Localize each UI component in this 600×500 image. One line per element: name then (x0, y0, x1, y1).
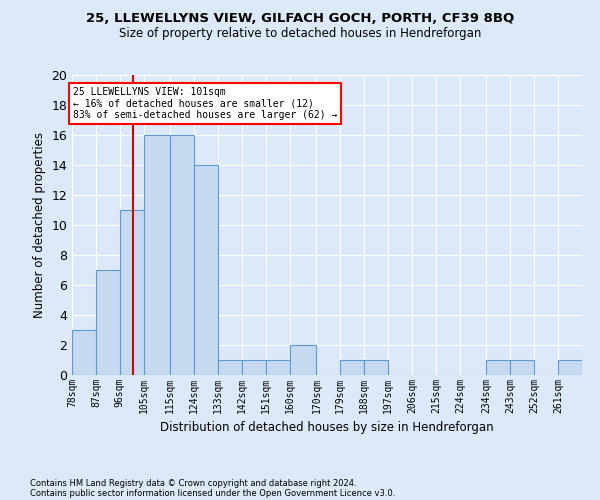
Bar (96, 270, 120, 375)
Bar (218, 360, 242, 375)
Text: Contains public sector information licensed under the Open Government Licence v3: Contains public sector information licen… (30, 488, 395, 498)
Bar (364, 360, 388, 375)
Bar (290, 345, 316, 375)
Text: 25, LLEWELLYNS VIEW, GILFACH GOCH, PORTH, CF39 8BQ: 25, LLEWELLYNS VIEW, GILFACH GOCH, PORTH… (86, 12, 514, 26)
Bar (170, 135, 194, 375)
Bar (144, 135, 170, 375)
Bar (340, 360, 364, 375)
Text: 25 LLEWELLYNS VIEW: 101sqm
← 16% of detached houses are smaller (12)
83% of semi: 25 LLEWELLYNS VIEW: 101sqm ← 16% of deta… (73, 87, 337, 120)
Bar (120, 210, 144, 375)
Bar (242, 360, 266, 375)
Text: Contains HM Land Registry data © Crown copyright and database right 2024.: Contains HM Land Registry data © Crown c… (30, 478, 356, 488)
Bar (194, 165, 218, 375)
Bar (510, 360, 534, 375)
Bar (487, 360, 510, 375)
X-axis label: Distribution of detached houses by size in Hendreforgan: Distribution of detached houses by size … (160, 422, 494, 434)
Text: Size of property relative to detached houses in Hendreforgan: Size of property relative to detached ho… (119, 28, 481, 40)
Bar (72, 330, 96, 375)
Y-axis label: Number of detached properties: Number of detached properties (33, 132, 46, 318)
Bar (558, 360, 582, 375)
Bar (266, 360, 290, 375)
